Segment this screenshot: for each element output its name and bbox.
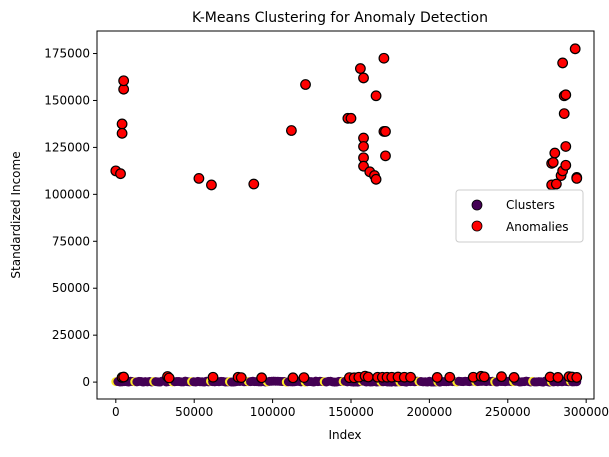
anomaly-point	[380, 126, 391, 137]
x-tick-label: 300000	[563, 405, 609, 419]
anomaly-point	[118, 75, 130, 87]
legend: Clusters Anomalies	[455, 189, 584, 243]
x-tick-label: 150000	[328, 405, 374, 419]
anomaly-point	[557, 57, 569, 69]
anomaly-point	[207, 371, 219, 383]
y-tick-label: 150000	[44, 93, 90, 107]
y-tick-label: 50000	[52, 281, 90, 295]
anomaly-point	[362, 371, 374, 383]
anomaly-point	[370, 173, 382, 185]
anomaly-point	[431, 372, 443, 383]
anomaly-point	[478, 371, 490, 383]
legend-box	[455, 189, 584, 243]
anomaly-point	[118, 371, 130, 383]
y-tick-label: 75000	[52, 234, 90, 248]
anomaly-point	[163, 372, 175, 384]
anomaly-point	[569, 43, 581, 55]
x-tick-label: 0	[112, 405, 120, 419]
anomaly-point	[560, 89, 572, 101]
anomaly-point	[354, 63, 366, 74]
anomaly-point	[496, 371, 507, 383]
anomaly-point	[345, 112, 357, 124]
anomaly-point	[378, 52, 390, 64]
anomaly-point	[552, 372, 564, 383]
x-tick-label: 200000	[406, 405, 452, 419]
anomaly-point	[235, 372, 247, 383]
anomaly-point	[256, 372, 268, 384]
legend-marker-clusters	[471, 199, 483, 211]
chart-title: K-Means Clustering for Anomaly Detection	[192, 10, 488, 26]
anomaly-point	[116, 118, 128, 130]
anomaly-point	[286, 125, 297, 136]
x-tick-label: 50000	[175, 405, 213, 419]
x-tick-label: 250000	[485, 405, 531, 419]
plot-frame	[96, 30, 595, 400]
anomaly-point	[206, 179, 217, 191]
anomaly-point	[550, 178, 562, 190]
anomaly-point	[116, 127, 128, 139]
anomalies-layer	[110, 43, 583, 384]
anomaly-point	[560, 159, 572, 171]
anomaly-point	[370, 90, 382, 102]
anomaly-point	[560, 141, 572, 152]
y-tick-label: 25000	[52, 328, 90, 342]
anomaly-point	[405, 371, 416, 383]
y-tick-label: 0	[82, 375, 90, 389]
anomaly-point	[248, 178, 260, 190]
anomaly-point	[380, 150, 391, 162]
legend-marker-anomalies	[471, 220, 483, 232]
legend-label-anomalies: Anomalies	[506, 220, 569, 234]
anomaly-point	[287, 372, 299, 384]
anomaly-point	[358, 72, 369, 84]
anomaly-point	[298, 372, 310, 383]
anomaly-point	[547, 157, 559, 168]
anomaly-point	[358, 141, 369, 152]
anomaly-point	[115, 168, 126, 180]
y-tick-label: 125000	[44, 140, 90, 154]
anomaly-point	[444, 371, 456, 383]
y-tick-label: 175000	[44, 47, 90, 61]
anomaly-point	[193, 172, 205, 184]
y-tick-label: 100000	[44, 187, 90, 201]
x-axis-label: Index	[328, 428, 361, 442]
anomaly-point	[558, 108, 570, 120]
y-axis-ticks: 0 25000 50000 75000 100000 125000 150000 175000	[44, 47, 97, 389]
x-axis-ticks: 0 50000 100000 150000 200000 250000 300000	[112, 399, 609, 419]
anomaly-point	[571, 372, 583, 383]
anomaly-point	[549, 147, 561, 159]
anomaly-point	[571, 172, 583, 184]
x-tick-label: 100000	[250, 405, 296, 419]
anomaly-point	[508, 372, 520, 383]
anomaly-point	[300, 79, 311, 90]
y-axis-label: Standardized Income	[9, 151, 23, 278]
legend-label-clusters: Clusters	[506, 198, 555, 212]
